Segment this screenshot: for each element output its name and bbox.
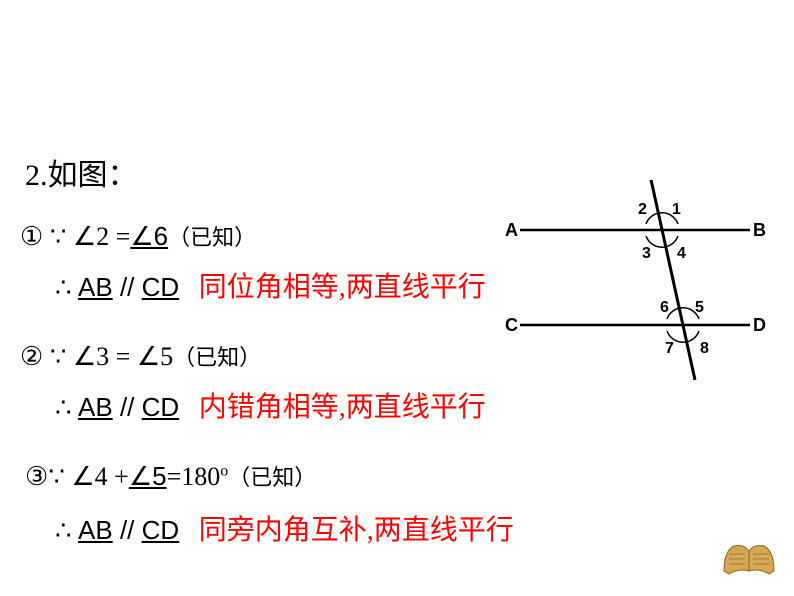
therefore-sym-1: ∴ — [55, 273, 78, 302]
angle-4: 4 — [677, 245, 686, 262]
circle-2: ② — [20, 342, 43, 371]
reason-2: 内错角相等,两直线平行 — [199, 392, 486, 423]
point-c: C — [505, 315, 518, 335]
ab-2: AB — [78, 392, 113, 422]
angle-1: 1 — [672, 201, 681, 218]
angle-3: 3 — [642, 245, 651, 262]
problem-title: 2.如图： — [25, 150, 138, 194]
item-3-therefore: ∴ AB // CD 同旁内角互补,两直线平行 — [55, 508, 514, 548]
point-d: D — [753, 315, 766, 335]
item-2-because: ② ∵ ∠3 = ∠5（已知） — [20, 340, 261, 372]
parallel-3: // — [113, 515, 142, 545]
reason-1: 同位角相等,两直线平行 — [199, 272, 486, 303]
angle-6: 6 — [660, 299, 669, 316]
item-3-because: ③∵ ∠4 +∠5=180o（已知） — [25, 460, 316, 492]
angle6-underlined: ∠6 — [130, 221, 168, 251]
circle-3: ③ — [25, 462, 48, 491]
angle-8: 8 — [700, 340, 709, 357]
point-a: A — [505, 220, 518, 240]
parallel-2: // — [113, 392, 142, 422]
angle5-underlined: ∠5 — [129, 461, 167, 491]
given-1: （已知） — [168, 225, 256, 250]
therefore-sym-3: ∴ — [55, 516, 78, 545]
cd-1: CD — [142, 272, 180, 302]
therefore-sym-2: ∴ — [55, 393, 78, 422]
ab-3: AB — [78, 515, 113, 545]
angle-5: 5 — [695, 299, 704, 316]
point-b: B — [753, 220, 766, 240]
cd-3: CD — [142, 515, 180, 545]
given-2: （已知） — [173, 345, 261, 370]
item-1-therefore: ∴ AB // CD 同位角相等,两直线平行 — [55, 265, 486, 305]
circle-1: ① — [20, 222, 43, 251]
item-2-therefore: ∴ AB // CD 内错角相等,两直线平行 — [55, 385, 486, 425]
angle-7: 7 — [665, 340, 674, 357]
angle-2: 2 — [638, 201, 647, 218]
ab-1: AB — [78, 272, 113, 302]
parallel-1: // — [113, 272, 142, 302]
book-icon — [719, 536, 779, 581]
geometry-diagram: A B C D 1 2 3 4 5 6 7 8 — [490, 180, 770, 380]
item-1-because: ① ∵ ∠2 =∠6（已知） — [20, 220, 256, 252]
reason-3: 同旁内角互补,两直线平行 — [199, 515, 514, 546]
given-3: （已知） — [228, 465, 316, 490]
cd-2: CD — [142, 392, 180, 422]
